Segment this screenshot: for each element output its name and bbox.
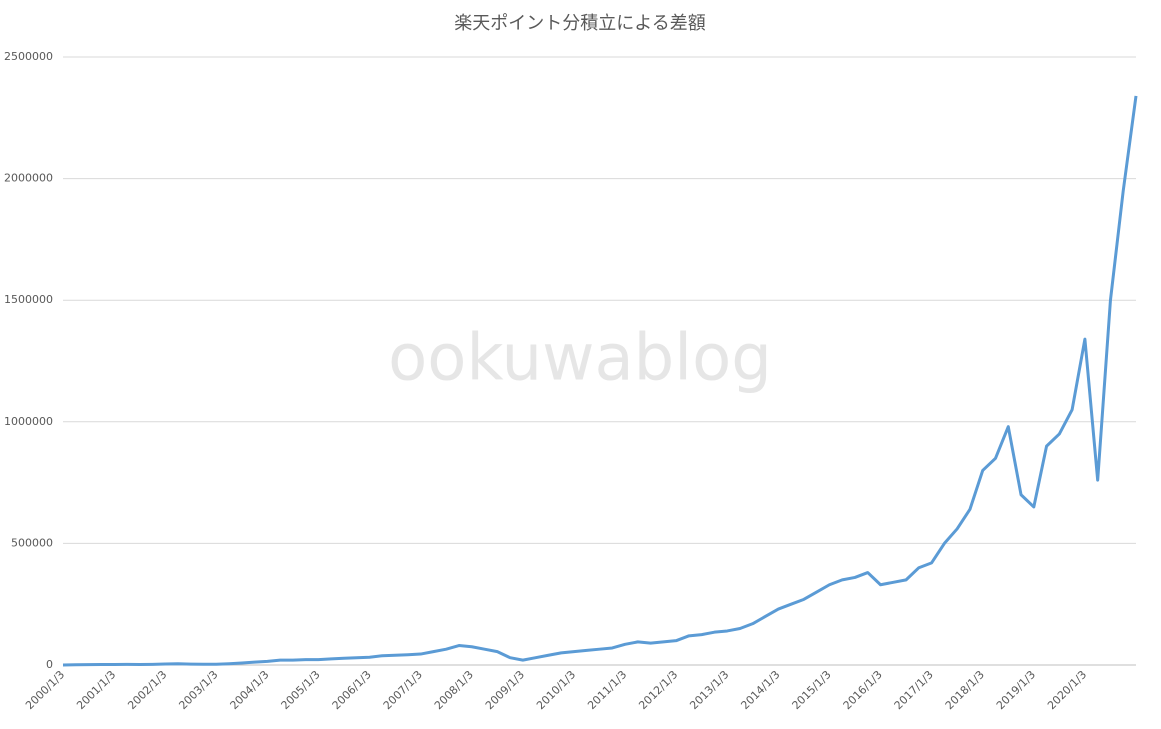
x-tick-label: 2020/1/3 xyxy=(1045,668,1089,712)
y-tick-label: 1500000 xyxy=(4,293,53,306)
chart-title: 楽天ポイント分積立による差額 xyxy=(454,13,705,34)
x-tick-label: 2008/1/3 xyxy=(432,668,476,712)
y-tick-label: 2500000 xyxy=(4,50,53,63)
x-tick-label: 2003/1/3 xyxy=(176,668,220,712)
y-tick-label: 0 xyxy=(46,658,53,671)
x-tick-label: 2014/1/3 xyxy=(738,668,782,712)
y-tick-label: 2000000 xyxy=(4,172,53,185)
series-line xyxy=(62,95,1138,667)
x-tick-label: 2011/1/3 xyxy=(585,668,629,712)
y-tick-label: 1000000 xyxy=(4,415,53,428)
x-tick-label: 2001/1/3 xyxy=(74,668,118,712)
x-tick-label: 2004/1/3 xyxy=(227,668,271,712)
x-tick-label: 2018/1/3 xyxy=(943,668,987,712)
x-tick-label: 2012/1/3 xyxy=(636,668,680,712)
x-tick-label: 2007/1/3 xyxy=(381,668,425,712)
x-tick-label: 2016/1/3 xyxy=(841,668,885,712)
x-tick-label: 2009/1/3 xyxy=(483,668,527,712)
x-tick-label: 2006/1/3 xyxy=(330,668,374,712)
x-tick-label: 2010/1/3 xyxy=(534,668,578,712)
x-tick-label: 2017/1/3 xyxy=(892,668,936,712)
x-tick-label: 2013/1/3 xyxy=(687,668,731,712)
x-tick-label: 2000/1/3 xyxy=(23,668,67,712)
x-tick-label: 2019/1/3 xyxy=(994,668,1038,712)
y-tick-label: 500000 xyxy=(11,536,53,549)
watermark: ookuwablog xyxy=(388,322,772,396)
x-tick-label: 2005/1/3 xyxy=(279,668,323,712)
x-tick-label: 2002/1/3 xyxy=(125,668,169,712)
x-tick-label: 2015/1/3 xyxy=(790,668,834,712)
